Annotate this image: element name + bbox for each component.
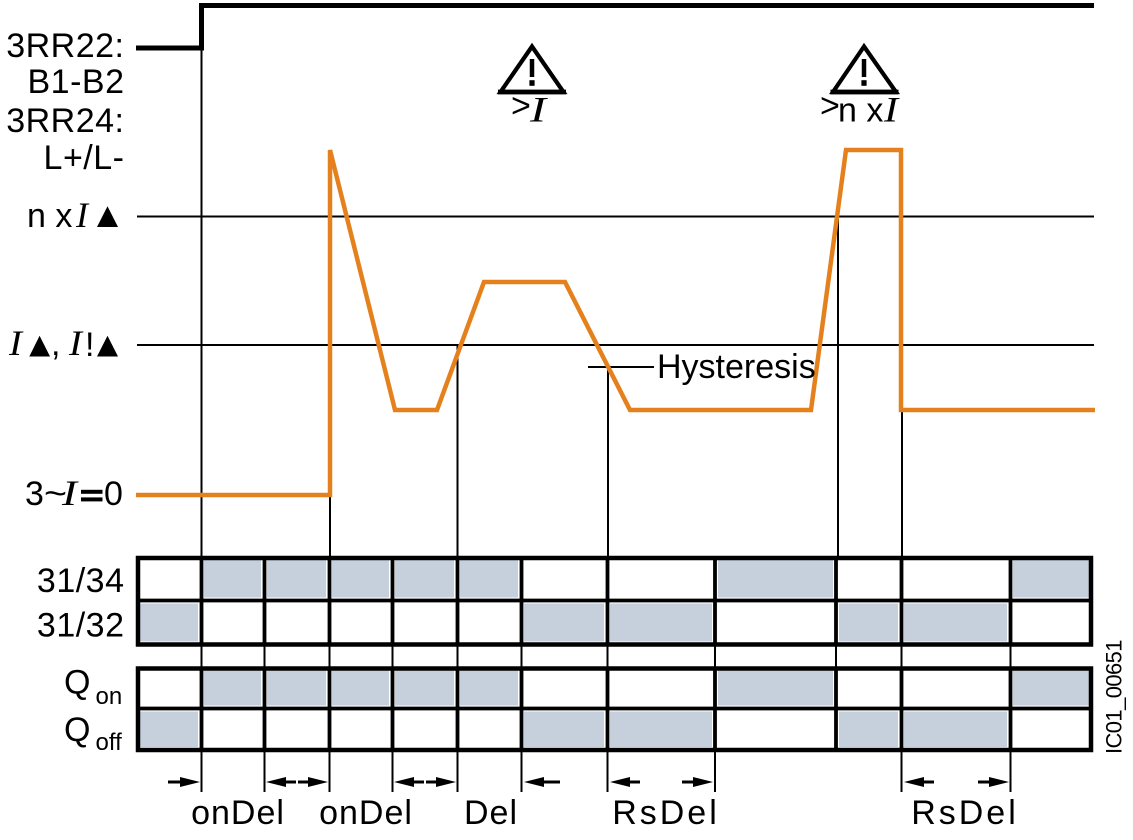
svg-text:Q: Q xyxy=(64,664,90,702)
svg-text:I: I xyxy=(883,90,901,130)
svg-text:RsDel: RsDel xyxy=(612,794,720,832)
svg-text:onDel: onDel xyxy=(319,794,413,832)
svg-text:n x: n x xyxy=(27,197,72,235)
svg-text:Q: Q xyxy=(64,711,90,749)
svg-text:Hysteresis: Hysteresis xyxy=(657,348,816,386)
svg-text:I: I xyxy=(8,323,24,363)
svg-text:~: ~ xyxy=(44,475,67,513)
svg-text:3: 3 xyxy=(25,475,44,513)
svg-text:3RR24:: 3RR24: xyxy=(6,102,124,140)
svg-text:I: I xyxy=(529,90,549,130)
svg-text:Del: Del xyxy=(464,794,518,832)
svg-text:on: on xyxy=(96,683,123,710)
svg-text:onDel: onDel xyxy=(191,794,285,832)
svg-text:L+/L-: L+/L- xyxy=(44,139,125,177)
svg-text:off: off xyxy=(96,729,123,756)
svg-text:n x: n x xyxy=(838,92,883,130)
svg-text:!: ! xyxy=(85,326,94,364)
svg-text:0: 0 xyxy=(104,475,123,513)
svg-text:>: > xyxy=(820,87,840,125)
svg-text:3RR22:: 3RR22: xyxy=(6,27,124,65)
svg-text:RsDel: RsDel xyxy=(911,794,1019,832)
svg-text:B1-B2: B1-B2 xyxy=(28,63,125,101)
svg-text:>: > xyxy=(511,87,531,125)
svg-text:I: I xyxy=(75,195,90,235)
svg-text:,: , xyxy=(51,325,60,363)
svg-text:I: I xyxy=(61,473,80,513)
svg-text:I: I xyxy=(68,323,84,363)
svg-text:IC01_00651: IC01_00651 xyxy=(1102,640,1127,754)
svg-text:31/32: 31/32 xyxy=(37,607,125,645)
svg-text:31/34: 31/34 xyxy=(37,562,125,600)
